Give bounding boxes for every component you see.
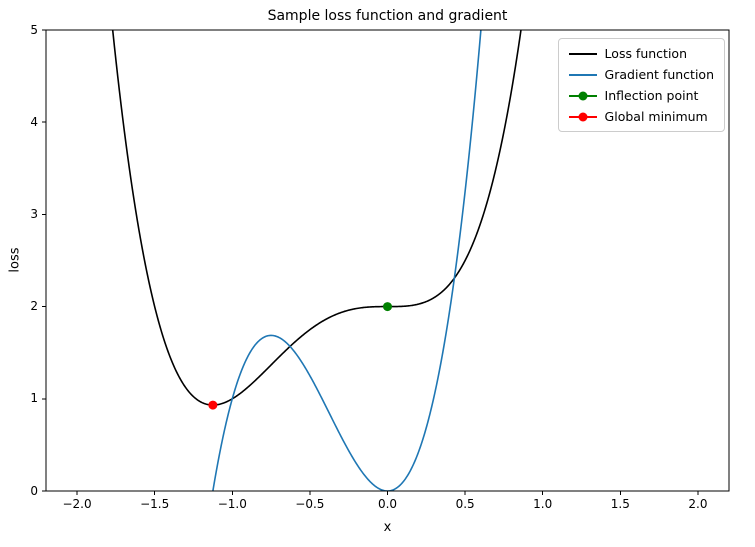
legend-item-inflection-point: Inflection point bbox=[568, 87, 714, 104]
legend-item-loss-function: Loss function bbox=[568, 45, 714, 62]
x-tick-label: 1.0 bbox=[533, 497, 553, 511]
legend-label: Global minimum bbox=[604, 109, 708, 124]
x-tick-label: 2.0 bbox=[688, 497, 708, 511]
x-tick-label: −0.5 bbox=[295, 497, 325, 511]
loss-line-swatch bbox=[568, 48, 597, 59]
x-tick-label: −1.0 bbox=[217, 497, 247, 511]
legend-item-gradient-function: Gradient function bbox=[568, 66, 714, 83]
inflection-point-marker bbox=[383, 302, 392, 312]
y-tick-label: 1 bbox=[30, 391, 38, 406]
x-tick-label: 0.5 bbox=[455, 497, 475, 511]
x-tick-label: 0.0 bbox=[377, 497, 398, 511]
legend-label: Loss function bbox=[604, 46, 687, 61]
y-tick-label: 2 bbox=[30, 299, 38, 314]
legend-item-global-minimum: Global minimum bbox=[568, 108, 714, 125]
legend: Loss function Gradient function Inflecti… bbox=[557, 38, 725, 132]
global-minimum-marker bbox=[208, 400, 218, 410]
marker-dot-icon bbox=[578, 112, 588, 121]
legend-label: Gradient function bbox=[604, 67, 714, 82]
inflection-line-swatch bbox=[568, 90, 597, 101]
y-tick-label: 4 bbox=[30, 114, 38, 129]
marker-dot-icon bbox=[578, 91, 588, 100]
x-tick-label: 1.5 bbox=[610, 497, 630, 511]
gradient-line-swatch bbox=[568, 69, 597, 80]
chart-title: Sample loss function and gradient bbox=[267, 8, 508, 24]
x-tick-label: −2.0 bbox=[62, 497, 92, 511]
y-tick-label: 5 bbox=[30, 22, 38, 37]
y-tick-label: 3 bbox=[30, 206, 38, 221]
y-axis-label: loss bbox=[7, 247, 23, 273]
y-tick-label: 0 bbox=[30, 483, 38, 498]
axes-frame bbox=[45, 29, 730, 492]
global-minimum-line-swatch bbox=[568, 111, 597, 122]
x-tick-label: −1.5 bbox=[140, 497, 170, 511]
line-swatch-stroke bbox=[568, 52, 597, 55]
x-axis-label: x bbox=[383, 520, 392, 535]
legend-label: Inflection point bbox=[604, 88, 699, 103]
line-swatch-stroke bbox=[568, 73, 597, 76]
